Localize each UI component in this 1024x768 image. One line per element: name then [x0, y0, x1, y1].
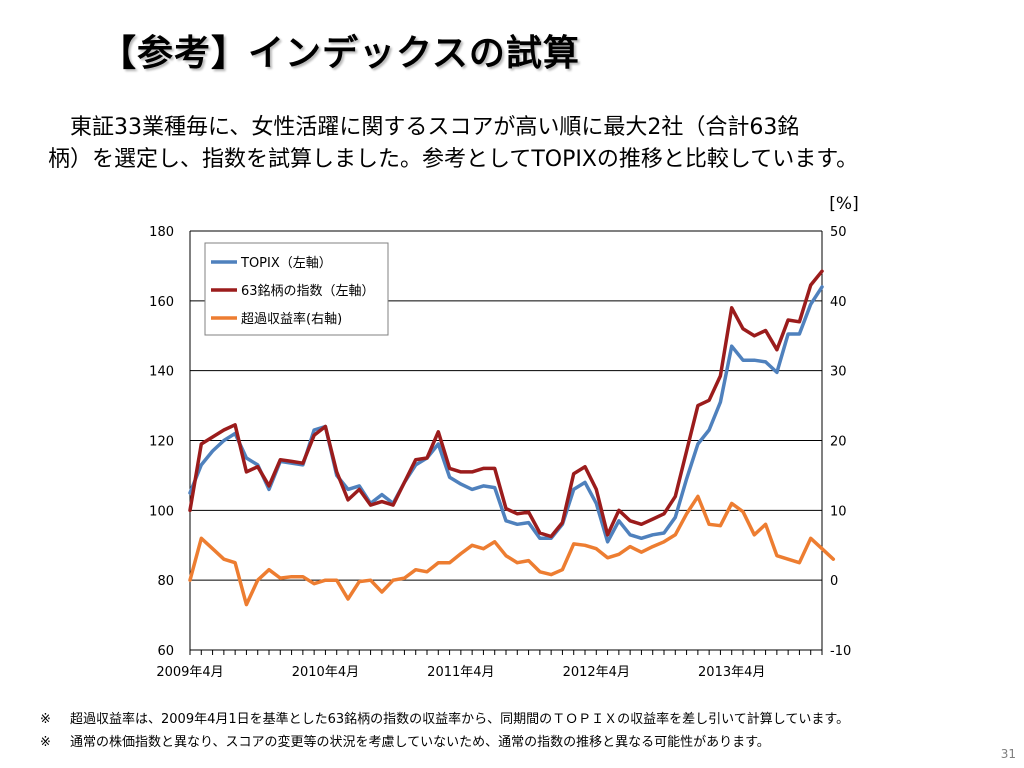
page-number: 31 [1000, 747, 1016, 761]
chart-legend: TOPIX（左軸） 63銘柄の指数（左軸） 超過収益率(右軸) [204, 242, 389, 336]
index-comparison-chart: 60 80 100 120 140 160 180 -10 0 10 20 30 40 50 [%] 2009… [149, 194, 859, 680]
y-tick-label: 80 [157, 574, 174, 589]
footnotes: ※ 超過収益率は、2009年4月1日を基準とした63銘柄の指数の収益率から、同期… [40, 708, 1015, 754]
y2-tick-label: 0 [830, 574, 838, 589]
series-line-1 [188, 269, 824, 539]
footnote-mark: ※ [40, 735, 51, 750]
x-tick-label: 2013年4月 [698, 665, 765, 680]
x-tick-label: 2011年4月 [427, 665, 494, 680]
intro-line-1: 東証33業種毎に、女性活躍に関するスコアが高い順に最大2社（合計63銘 [70, 115, 800, 140]
legend-label: TOPIX（左軸） [240, 256, 332, 271]
x-tick-label: 2010年4月 [292, 665, 359, 680]
x-tick-label: 2009年4月 [156, 665, 223, 680]
footnote-mark: ※ [40, 712, 51, 727]
footnote-2: ※ 通常の株価指数と異なり、スコアの変更等の状況を考慮していないため、通常の指数… [40, 731, 1015, 754]
y-tick-label: 140 [149, 365, 174, 380]
y2-tick-label: 40 [830, 295, 847, 310]
intro-text: 東証33業種毎に、女性活躍に関するスコアが高い順に最大2社（合計63銘 柄）を選… [48, 112, 988, 176]
footnote-1: ※ 超過収益率は、2009年4月1日を基準とした63銘柄の指数の収益率から、同期… [40, 708, 1015, 731]
footnote-text: 通常の株価指数と異なり、スコアの変更等の状況を考慮していないため、通常の指数の推… [70, 735, 770, 750]
intro-line-2: 柄）を選定し、指数を試算しました。参考としてTOPIXの推移と比較しています。 [48, 147, 859, 172]
legend-label: 63銘柄の指数（左軸） [241, 284, 375, 299]
series-lines [188, 269, 836, 607]
y2-tick-label: 20 [830, 435, 847, 450]
y2-tick-label: -10 [830, 644, 851, 659]
footnote-text: 超過収益率は、2009年4月1日を基準とした63銘柄の指数の収益率から、同期間の… [70, 712, 850, 727]
x-tick-label: 2012年4月 [563, 665, 630, 680]
y-tick-label: 120 [149, 435, 174, 450]
axis-labels: 60 80 100 120 140 160 180 -10 0 10 20 30 40 50 [%] 2009… [149, 194, 859, 680]
y2-tick-label: 10 [830, 504, 847, 519]
y-tick-label: 160 [149, 295, 174, 310]
y2-unit-label: [%] [829, 194, 858, 214]
y-tick-label: 180 [149, 225, 174, 240]
series-line-2 [188, 494, 836, 607]
y-tick-label: 100 [149, 504, 174, 519]
y2-tick-label: 50 [830, 225, 847, 240]
y-tick-label: 60 [157, 644, 174, 659]
legend-label: 超過収益率(右軸) [241, 311, 342, 327]
y2-tick-label: 30 [830, 365, 847, 380]
slide-title: 【参考】インデックスの試算 [100, 33, 580, 74]
